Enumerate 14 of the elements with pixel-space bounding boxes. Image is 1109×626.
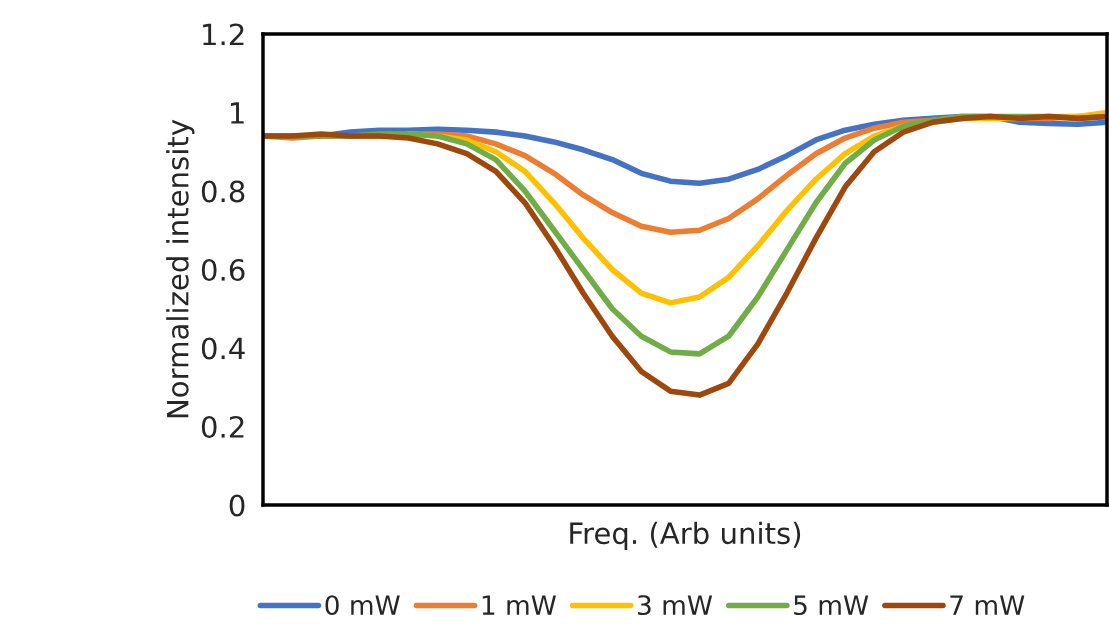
legend-label: 0 mW: [325, 595, 400, 616]
y-tick-label: 0.8: [201, 180, 245, 203]
y-tick-label: 0.2: [201, 415, 244, 438]
legend-label: 7 mW: [950, 595, 1025, 615]
legend-label: 5 mW: [794, 595, 869, 616]
x-axis-title: Freq. (Arb units): [570, 521, 801, 550]
y-tick-label: 1: [230, 102, 244, 124]
y-tick-label: 0: [229, 494, 245, 517]
y-tick-label: 0.4: [201, 337, 245, 360]
y-axis-title: Normalized intensity: [166, 119, 195, 418]
y-tick-label: 0.6: [201, 258, 245, 281]
legend-label: 1 mW: [482, 595, 556, 615]
legend-label: 3 mW: [637, 595, 713, 616]
y-tick-label: 1.2: [203, 23, 244, 46]
